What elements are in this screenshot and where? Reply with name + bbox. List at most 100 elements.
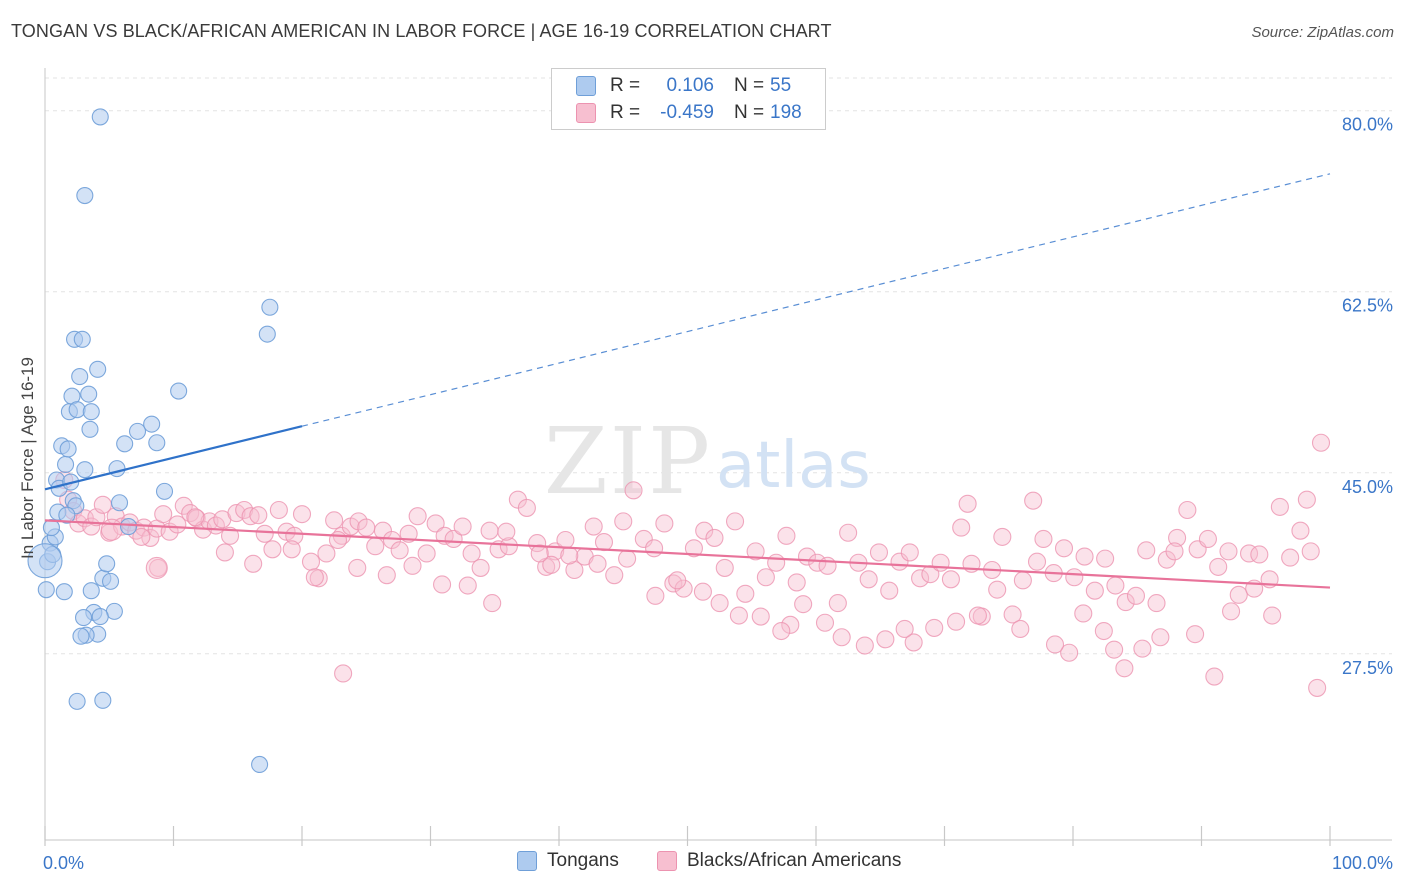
blacks-point [556, 530, 575, 550]
blacks-point [1075, 547, 1094, 566]
tongans-point [80, 385, 98, 403]
blacks-point [154, 505, 173, 524]
blacks-point [1085, 581, 1104, 600]
blacks-point [255, 524, 274, 543]
tongans-point [81, 420, 99, 438]
blacks-point [605, 566, 624, 585]
blacks-point [855, 636, 874, 655]
x-tick-label: 100.0% [1332, 853, 1393, 873]
r-value: 0.106 [666, 75, 714, 96]
blacks-point [624, 481, 643, 500]
blacks-point [1229, 585, 1248, 604]
blacks-point [174, 496, 193, 515]
tongans-point [143, 415, 161, 433]
blacks-point [132, 527, 151, 546]
tongans-point [71, 368, 89, 386]
blacks-point [787, 573, 806, 592]
blacks-point [263, 540, 282, 559]
watermark-zip: ZIP [544, 408, 712, 515]
n-value: 198 [770, 102, 802, 123]
blacks-point [993, 527, 1012, 546]
blacks-point [614, 512, 633, 531]
y-tick-label: 62.5% [1342, 296, 1393, 316]
blacks-point [1105, 640, 1124, 659]
blacks-point [1308, 678, 1327, 697]
blacks-point [705, 528, 724, 547]
tongans-point [91, 608, 109, 626]
blacks-point [880, 581, 899, 600]
legend-item-blacks[interactable]: Blacks/African Americans [657, 850, 901, 872]
blacks-point [168, 515, 187, 534]
tongans-point [57, 455, 75, 474]
y-tick-label: 80.0% [1342, 115, 1393, 135]
n-label: N = [734, 75, 765, 96]
blacks-point [417, 544, 436, 563]
blacks-point [357, 518, 376, 537]
tongans-point [128, 422, 147, 440]
blacks-point [1054, 539, 1074, 558]
blacks-point [249, 506, 268, 525]
blacks-point [931, 553, 950, 572]
source-label: Source: ZipAtlas.com [1251, 24, 1394, 41]
blacks-point [767, 553, 786, 572]
tongans-point [76, 461, 94, 479]
legend-item-tongans[interactable]: Tongans [517, 850, 619, 872]
stats-row-tongans: R = 0.106 N = 55 [576, 75, 810, 97]
blacks-point [751, 607, 770, 626]
tongans-point [98, 555, 116, 573]
trend-lines [44, 173, 1331, 589]
blacks-point [1205, 667, 1224, 686]
chart-title: TONGAN VS BLACK/AFRICAN AMERICAN IN LABO… [11, 21, 832, 41]
blacks-point [499, 537, 518, 556]
blacks-point [141, 528, 160, 547]
blacks-point [269, 500, 288, 520]
blacks-point [968, 606, 987, 625]
tongans-point [58, 506, 76, 524]
blacks-point [366, 537, 385, 556]
blacks-point [1209, 557, 1228, 576]
blacks-point [634, 529, 653, 549]
blacks-point [377, 566, 396, 585]
blacks-point [100, 518, 123, 541]
blacks-point [317, 544, 336, 563]
blacks-point [433, 575, 452, 594]
blacks-point [458, 576, 477, 595]
tongans-point [75, 609, 93, 627]
blacks-point [1168, 528, 1187, 547]
tongans-point [108, 460, 126, 478]
blacks-point [859, 570, 878, 589]
blacks-point [1186, 625, 1205, 644]
blacks-point [301, 552, 321, 571]
blacks-point [895, 619, 914, 639]
blacks-point [725, 512, 745, 531]
tongans-point [76, 186, 94, 205]
blacks-swatch [576, 103, 596, 123]
blacks-point [668, 571, 687, 590]
tick-labels: 27.5% 45.0% 62.5% 80.0% 0.0% 100.0% [43, 115, 1393, 873]
watermark: ZIP atlas [544, 408, 871, 515]
blacks-point [1074, 604, 1093, 623]
blacks-point [772, 621, 791, 641]
blacks-point [1126, 586, 1146, 605]
blacks-point [1297, 490, 1316, 509]
blacks-point [471, 558, 490, 577]
tongans-point [27, 543, 63, 579]
legend-label-blacks: Blacks/African Americans [687, 850, 902, 871]
blacks-point [925, 618, 944, 637]
blacks-point [1165, 542, 1184, 561]
n-label: N = [734, 102, 765, 123]
tongans-point [251, 755, 269, 774]
blacks-point [1178, 500, 1197, 520]
tongans-point [72, 627, 90, 645]
blacks-point [684, 539, 703, 558]
blacks-point [517, 498, 536, 517]
blacks-point [1219, 542, 1238, 561]
blacks-point [1013, 571, 1032, 590]
blacks-point [1060, 643, 1079, 662]
blacks-point [542, 555, 561, 574]
tongans-point [68, 692, 86, 710]
blacks-point [480, 521, 499, 540]
x-tick-label: 0.0% [43, 853, 84, 873]
blacks-point [815, 613, 835, 632]
